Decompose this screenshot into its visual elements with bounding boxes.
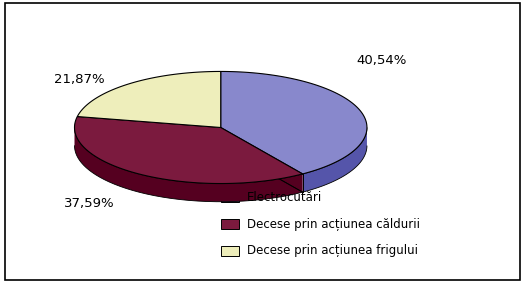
Text: 37,59%: 37,59% (64, 197, 114, 210)
Polygon shape (75, 117, 302, 184)
Bar (220, 193, 239, 202)
Text: Electrocutări: Electrocutări (247, 191, 322, 204)
Text: 40,54%: 40,54% (356, 54, 407, 67)
Bar (220, 246, 239, 256)
Text: Decese prin acțiunea căldurii: Decese prin acțiunea căldurii (247, 218, 420, 231)
Polygon shape (77, 71, 220, 127)
Polygon shape (75, 128, 302, 202)
Bar (220, 219, 239, 229)
Text: Decese prin acțiunea frigului: Decese prin acțiunea frigului (247, 244, 418, 257)
Polygon shape (302, 128, 367, 192)
Polygon shape (220, 71, 367, 174)
Text: 21,87%: 21,87% (54, 73, 104, 86)
